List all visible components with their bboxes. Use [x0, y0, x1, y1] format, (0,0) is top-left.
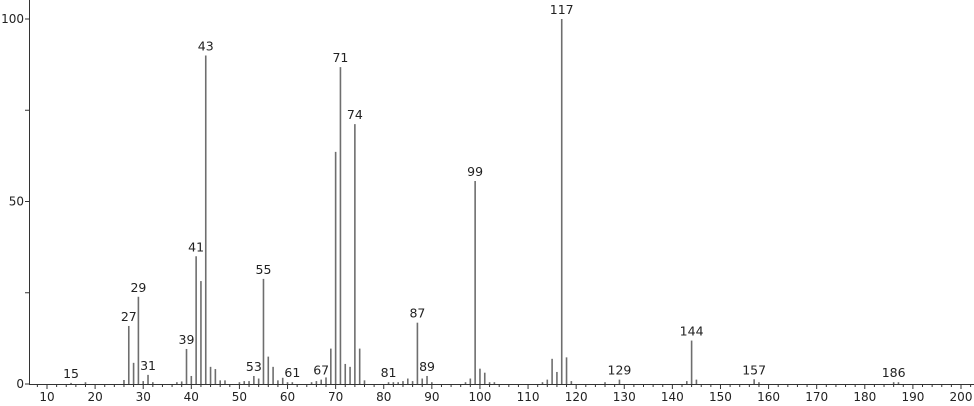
- x-ticks: 10 20 30 40 50 60 70 80 90 100 110 120 130 140 150 160 1…: [36, 384, 973, 404]
- x-tick-label: 90: [424, 390, 439, 404]
- peak-label: 71: [332, 50, 348, 65]
- peak-labels: 15 27 29 31 39 41 43 53 55 61 67 71 74 81 87 89 99 117 129…: [63, 2, 906, 381]
- peak-label: 67: [313, 363, 329, 378]
- x-tick-label: 30: [136, 390, 151, 404]
- peak-label: 31: [140, 358, 156, 373]
- x-tick-label: 50: [232, 390, 247, 404]
- peak-label: 87: [409, 306, 425, 321]
- x-tick-label: 130: [613, 390, 636, 404]
- x-tick-label: 80: [376, 390, 391, 404]
- peak-label: 89: [419, 359, 435, 374]
- peak-label: 41: [188, 239, 204, 254]
- peak-label: 117: [550, 2, 574, 17]
- peak-label: 53: [246, 359, 262, 374]
- x-tick-label: 180: [853, 390, 876, 404]
- y-tick-label: 50: [9, 195, 24, 209]
- peak-label: 99: [467, 164, 483, 179]
- x-tick-label: 70: [328, 390, 343, 404]
- x-tick-label: 40: [184, 390, 199, 404]
- x-tick-label: 10: [39, 390, 54, 404]
- peak-label: 157: [742, 362, 766, 377]
- peak-label: 144: [680, 324, 704, 339]
- peak-label: 61: [284, 365, 300, 380]
- peak-label: 39: [179, 332, 195, 347]
- x-tick-label: 100: [468, 390, 491, 404]
- peak-label: 74: [347, 107, 363, 122]
- peak-label: 129: [608, 363, 632, 378]
- peak-label: 27: [121, 309, 137, 324]
- x-tick-label: 200: [950, 390, 973, 404]
- peak-label: 43: [198, 39, 214, 54]
- x-tick-label: 140: [661, 390, 684, 404]
- x-tick-label: 150: [709, 390, 732, 404]
- x-tick-label: 160: [757, 390, 780, 404]
- x-tick-label: 20: [87, 390, 102, 404]
- peak-bars: [70, 19, 900, 384]
- peak-label: 186: [882, 365, 906, 380]
- peak-label: 29: [130, 280, 146, 295]
- x-tick-label: 120: [565, 390, 588, 404]
- peak-label: 55: [256, 262, 272, 277]
- x-tick-label: 110: [517, 390, 540, 404]
- peak-label: 81: [381, 365, 397, 380]
- x-tick-label: 190: [901, 390, 924, 404]
- y-ticks: 0 50 100: [1, 12, 29, 391]
- x-tick-label: 60: [280, 390, 295, 404]
- peak-label: 15: [63, 366, 79, 381]
- y-tick-label: 100: [1, 12, 24, 26]
- x-tick-label: 170: [805, 390, 828, 404]
- y-tick-label: 0: [16, 377, 24, 391]
